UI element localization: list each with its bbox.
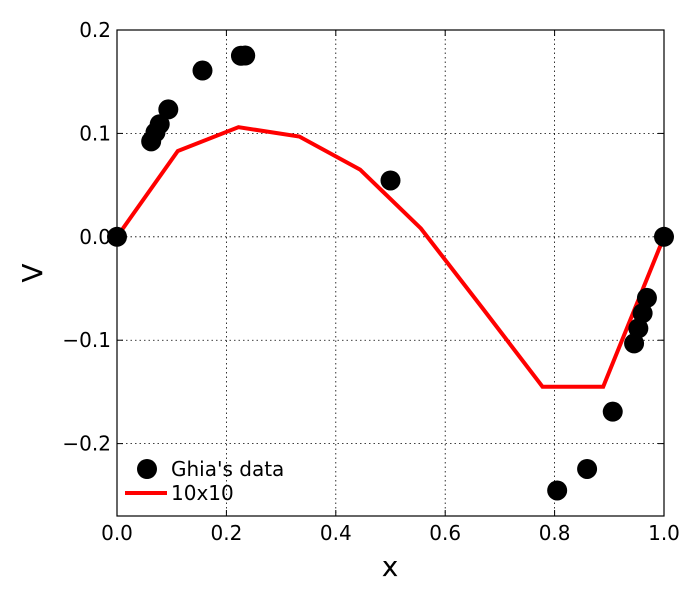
y-tick-label: 0.0 xyxy=(79,225,111,249)
data-point-ghia xyxy=(380,170,401,191)
y-tick-label: 0.1 xyxy=(79,121,111,145)
x-tick-label: 1.0 xyxy=(648,521,680,545)
x-tick-label: 0.8 xyxy=(539,521,571,545)
plot-series xyxy=(107,45,674,501)
series-line-10x10 xyxy=(115,125,666,389)
data-point-ghia xyxy=(577,458,598,479)
data-point-ghia xyxy=(628,318,649,339)
legend: Ghia's data 10x10 xyxy=(125,457,284,505)
data-point-ghia xyxy=(192,60,213,81)
x-axis-label: x xyxy=(382,550,399,583)
data-point-ghia xyxy=(624,333,645,354)
data-point-ghia xyxy=(602,401,623,422)
axis-ticks: 0.0 0.2 0.4 0.6 0.8 1.0 0.2 0.1 0.0 −0.1 −0.2 xyxy=(62,18,679,545)
data-point-ghia xyxy=(636,287,657,308)
data-point-ghia xyxy=(547,480,568,501)
x-tick-label: 0.2 xyxy=(210,521,242,545)
data-point-ghia xyxy=(149,114,170,135)
y-tick-label: 0.2 xyxy=(79,18,111,42)
legend-label-10x10: 10x10 xyxy=(171,481,234,505)
data-point-ghia xyxy=(158,99,179,120)
legend-marker-ghia xyxy=(137,459,157,479)
data-point-ghia xyxy=(235,45,256,66)
y-tick-label: −0.1 xyxy=(62,328,111,352)
x-tick-label: 0.0 xyxy=(101,521,133,545)
y-tick-label: −0.2 xyxy=(62,432,111,456)
x-tick-label: 0.6 xyxy=(429,521,461,545)
y-axis-label: V xyxy=(16,263,49,282)
data-point-ghia xyxy=(632,303,653,324)
legend-label-ghia: Ghia's data xyxy=(171,457,284,481)
grid xyxy=(117,29,664,516)
plot-frame xyxy=(116,29,665,517)
x-tick-label: 0.4 xyxy=(320,521,352,545)
